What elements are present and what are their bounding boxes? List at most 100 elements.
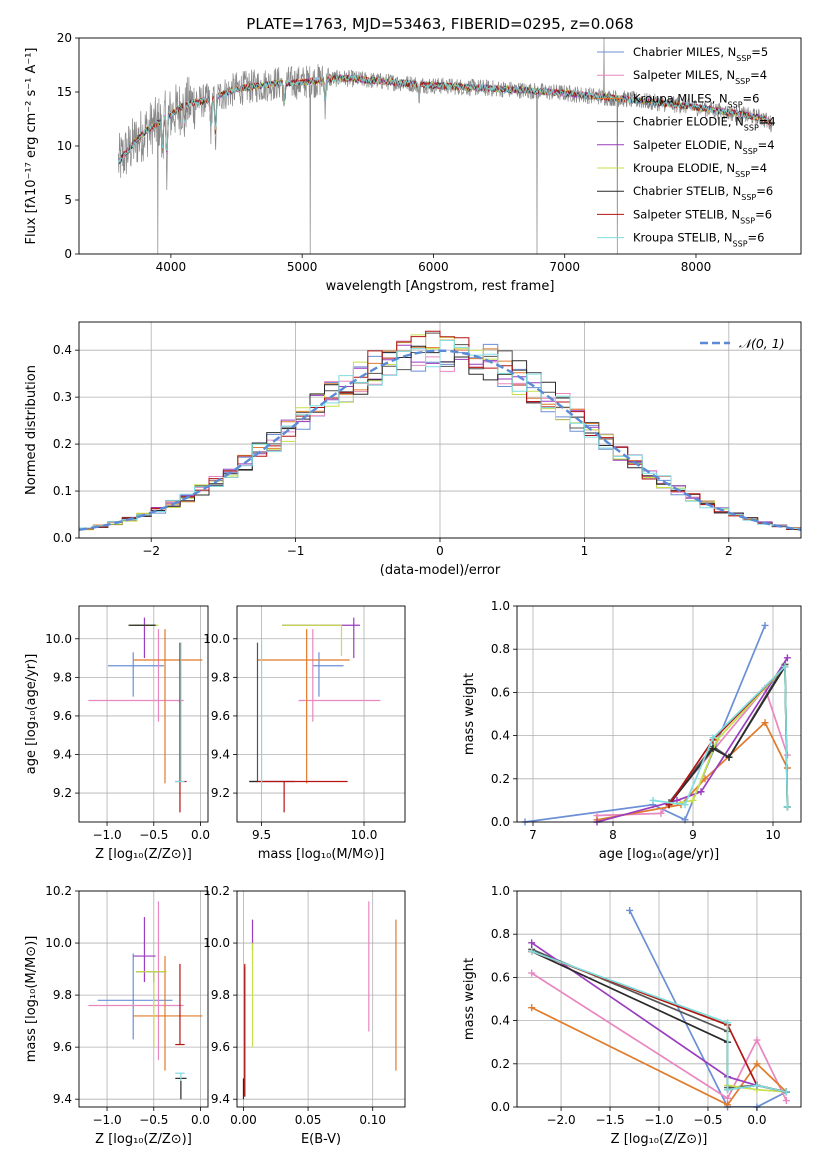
mass_vs_Z-xtick-label-1: −0.5 <box>139 1113 168 1127</box>
mass_vs_Z-ytick-label-0: 9.4 <box>53 1092 72 1106</box>
mass_vs_Z-xtick-label-0: −1.0 <box>92 1113 121 1127</box>
mass_vs_ebv-panel: 0.00 0.05 0.10 9.4 9.6 9.8 10.0 10.2 E(B-V) <box>203 884 406 1147</box>
weight_vs_Z-series-marker-8-0 <box>528 947 536 955</box>
weight_vs_age-series-marker-8-2 <box>709 734 717 742</box>
spectrum-model-line-8 <box>118 74 773 165</box>
spectrum-ylabel: Flux [fλ10⁻¹⁷ erg cm⁻² s⁻¹ A⁻¹] <box>24 48 39 245</box>
weight_vs_Z-xlabel: Z [log₁₀(Z/Z⊙)] <box>611 1132 708 1147</box>
weight_vs_Z-xtick-label-4: 0.0 <box>747 1113 766 1127</box>
weight_vs_Z-series-line-0 <box>628 910 787 1107</box>
age_vs_Z-frame <box>78 605 209 823</box>
weight_vs_age-series-marker-6-1 <box>709 745 717 753</box>
residuals-xtick-label-2: 0 <box>436 544 444 558</box>
age_vs_mass-xtick-label-1: 10.0 <box>351 828 378 842</box>
residuals-xtick-label-4: 2 <box>725 544 733 558</box>
weight_vs_age-series-marker-8-0 <box>649 796 657 804</box>
residuals-ylabel: Normed distribution <box>24 365 39 495</box>
age_vs_mass-ytick-label-4: 10.0 <box>203 632 230 646</box>
weight_vs_age-series-line-6 <box>668 663 789 807</box>
residuals-ytick-label-4: 0.4 <box>53 343 72 357</box>
weight_vs_age-xtick-label-1: 8 <box>609 828 617 842</box>
spectrum-legend-label-0: Chabrier MILES, NSSP=5 <box>633 45 768 63</box>
spectrum-xtick-label-4: 8000 <box>681 260 712 274</box>
spectrum-ytick-label-0: 0 <box>64 247 72 261</box>
mass_vs_ebv-frame <box>236 890 406 1108</box>
spectrum-legend-label-8: Kroupa STELIB, NSSP=6 <box>633 231 764 249</box>
weight_vs_Z-series-marker-8-4 <box>782 1088 790 1096</box>
weight_vs_Z-series-marker-8-3 <box>753 1081 761 1089</box>
age_vs_mass-xtick-label-0: 9.5 <box>252 828 271 842</box>
mass_vs_Z-ytick-label-1: 9.6 <box>53 1040 72 1054</box>
age_vs_Z-xtick-label-1: −0.5 <box>139 828 168 842</box>
residuals-legend-label: 𝒩(0, 1) <box>739 336 785 351</box>
figure-title: PLATE=1763, MJD=53463, FIBERID=0295, z=0… <box>246 15 633 33</box>
mass_vs_Z-ylabel: mass [log₁₀(M/M⊙)] <box>24 936 39 1063</box>
weight_vs_Z-ytick-label-4: 0.8 <box>491 927 510 941</box>
mass_vs_ebv-xtick-label-0: 0.00 <box>230 1113 257 1127</box>
residuals-gaussian-curve <box>78 349 802 531</box>
weight_vs_age-frame <box>516 605 802 823</box>
mass_vs_Z-ytick-label-2: 9.8 <box>53 988 72 1002</box>
mass_vs_ebv-ytick-label-2: 9.8 <box>211 988 230 1002</box>
mass_vs_Z-frame <box>78 890 209 1108</box>
weight_vs_Z-xtick-label-0: −2.0 <box>546 1113 575 1127</box>
spectrum-ytick-label-4: 20 <box>57 31 72 45</box>
age_vs_Z-ytick-label-3: 9.8 <box>53 670 72 684</box>
weight_vs_age-series-marker-4-2 <box>697 788 705 796</box>
age_vs_Z-ytick-label-0: 9.2 <box>53 786 72 800</box>
age_vs_Z-xtick-label-2: 0.0 <box>191 828 210 842</box>
weight_vs_age-series-line-0 <box>524 625 766 822</box>
residuals-panel: −2 −1 0 1 2 0.0 0.1 0.2 0.3 0.4 (data-model)/error… <box>24 321 802 578</box>
mass_vs_ebv-ytick-label-4: 10.2 <box>203 884 230 898</box>
residuals-ytick-label-0: 0.0 <box>53 531 72 545</box>
spectrum-legend-label-6: Chabrier STELIB, NSSP=6 <box>633 184 773 202</box>
mass_vs_ebv-xlabel: E(B-V) <box>301 1132 341 1147</box>
weight_vs_age-ytick-label-2: 0.4 <box>491 729 510 743</box>
weight_vs_age-series-marker-5-1 <box>689 796 697 804</box>
age_vs_mass-ytick-label-2: 9.6 <box>211 709 230 723</box>
weight_vs_Z-series-marker-1-3 <box>782 1097 790 1105</box>
residuals-ytick-label-1: 0.1 <box>53 484 72 498</box>
spectrum-xtick-label-1: 5000 <box>287 260 318 274</box>
residuals-xlabel: (data-model)/error <box>380 563 501 578</box>
age_vs_mass-frame <box>236 605 406 823</box>
weight_vs_age-series-marker-4-3 <box>783 654 791 662</box>
weight_vs_Z-ytick-label-5: 1.0 <box>491 884 510 898</box>
weight_vs_age-xtick-label-2: 9 <box>689 828 697 842</box>
residuals-ytick-label-3: 0.3 <box>53 390 72 404</box>
weight_vs_age-series-marker-1-1 <box>657 809 665 817</box>
age_vs_Z-ytick-label-4: 10.0 <box>45 632 72 646</box>
weight_vs_age-series-marker-0-3 <box>761 621 769 629</box>
weight_vs_age-series-marker-2-2 <box>701 775 709 783</box>
weight_vs_Z-xtick-label-3: −0.5 <box>693 1113 722 1127</box>
mass_vs_Z-ytick-label-3: 10.0 <box>45 936 72 950</box>
spectrum-legend-label-4: Salpeter ELODIE, NSSP=4 <box>633 138 775 156</box>
weight_vs_age-series-marker-8-4 <box>783 803 791 811</box>
weight_vs_Z-series-marker-1-0 <box>528 969 536 977</box>
weight_vs_Z-ytick-label-0: 0.0 <box>491 1100 510 1114</box>
weight_vs_age-ytick-label-4: 0.8 <box>491 642 510 656</box>
spectrum-xtick-label-3: 7000 <box>549 260 580 274</box>
weight_vs_Z-xtick-label-2: −1.0 <box>644 1113 673 1127</box>
weight_vs_age-series-line-5 <box>668 664 789 807</box>
weight_vs_Z-series-marker-8-1 <box>724 1019 732 1027</box>
weight_vs_Z-series-marker-2-2 <box>753 1060 761 1068</box>
age_vs_mass-ytick-label-3: 9.8 <box>211 670 230 684</box>
weight_vs_age-series-marker-8-1 <box>681 801 689 809</box>
spectrum-legend-label-5: Kroupa ELODIE, NSSP=4 <box>633 161 767 179</box>
weight_vs_age-ylabel: mass weight <box>462 673 477 755</box>
weight_vs_Z-ytick-label-2: 0.4 <box>491 1014 510 1028</box>
age_vs_Z-ytick-label-1: 9.4 <box>53 748 72 762</box>
age_vs_Z-ytick-label-2: 9.6 <box>53 709 72 723</box>
weight_vs_age-series-marker-6-2 <box>725 753 733 761</box>
spectrum-legend-label-7: Salpeter STELIB, NSSP=6 <box>633 207 772 225</box>
spectrum-xtick-label-2: 6000 <box>418 260 449 274</box>
weight_vs_age-xtick-label-0: 7 <box>529 828 537 842</box>
spectrum-legend-label-2: Kroupa MILES, NSSP=6 <box>633 91 759 109</box>
weight_vs_Z-ytick-label-3: 0.6 <box>491 970 510 984</box>
mass_vs_Z-ytick-label-4: 10.2 <box>45 884 72 898</box>
weight_vs_Z-series-marker-1-1 <box>724 1094 732 1102</box>
weight_vs_Z-ylabel: mass weight <box>462 958 477 1040</box>
mass_vs_ebv-ytick-label-0: 9.4 <box>211 1092 230 1106</box>
weight_vs_age-ytick-label-0: 0.0 <box>491 815 510 829</box>
